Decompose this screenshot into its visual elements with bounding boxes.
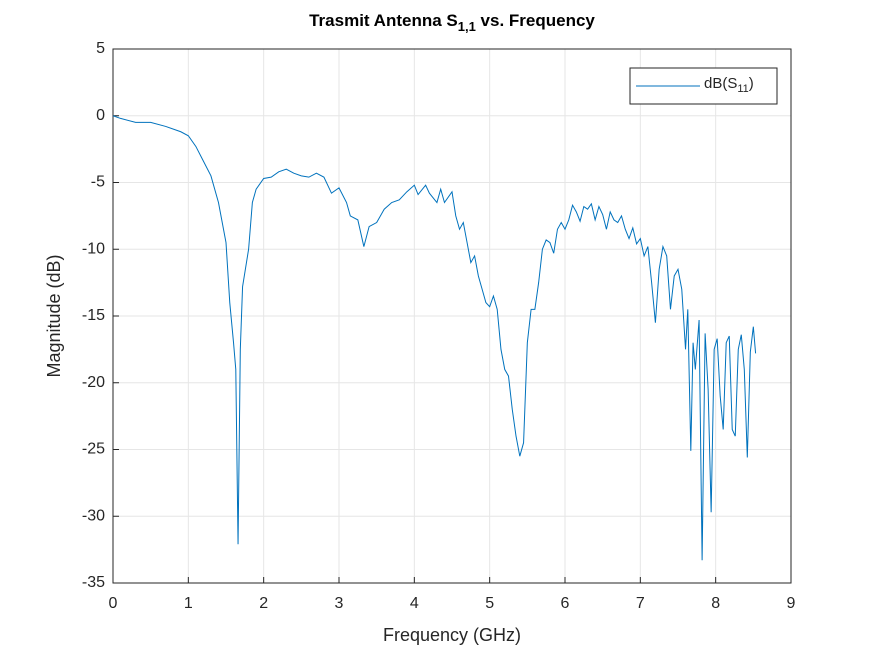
x-tick-label: 4 [410, 595, 419, 612]
x-axis-label: Frequency (GHz) [383, 625, 521, 645]
x-tick-label: 1 [184, 595, 193, 612]
y-tick-label: -5 [91, 174, 105, 191]
y-tick-label: -10 [82, 240, 105, 257]
x-tick-label: 5 [485, 595, 494, 612]
y-tick-label: 5 [96, 40, 105, 57]
y-axis-label: Magnitude (dB) [44, 254, 64, 377]
data-line [112, 115, 757, 561]
x-tick-label: 3 [335, 595, 344, 612]
x-tick-label: 0 [109, 595, 118, 612]
plot-frame [112, 48, 792, 584]
x-tick-label: 6 [561, 595, 570, 612]
legend-text: dB(S [704, 75, 737, 92]
title-part: vs. Frequency [476, 11, 596, 30]
legend-box [629, 67, 778, 105]
x-tick-label: 8 [711, 595, 720, 612]
x-tick-label: 7 [636, 595, 645, 612]
legend-subscript: 11 [737, 83, 748, 95]
y-tick-label: -20 [82, 374, 105, 391]
y-tick-label: -30 [82, 507, 105, 524]
legend-text: ) [749, 75, 754, 92]
x-tick-label: 2 [259, 595, 268, 612]
y-tick-label: 0 [96, 107, 105, 124]
y-tick-label: -15 [82, 307, 105, 324]
title-subscript: 1,1 [458, 19, 476, 34]
legend-label: dB(S11) [704, 75, 754, 95]
chart-title: Trasmit Antenna S1,1 vs. Frequency [309, 11, 595, 34]
y-tick-label: -25 [82, 441, 105, 458]
y-tick-label: -35 [82, 574, 105, 591]
x-tick-label: 9 [787, 595, 796, 612]
title-part: Trasmit Antenna S [309, 11, 458, 30]
